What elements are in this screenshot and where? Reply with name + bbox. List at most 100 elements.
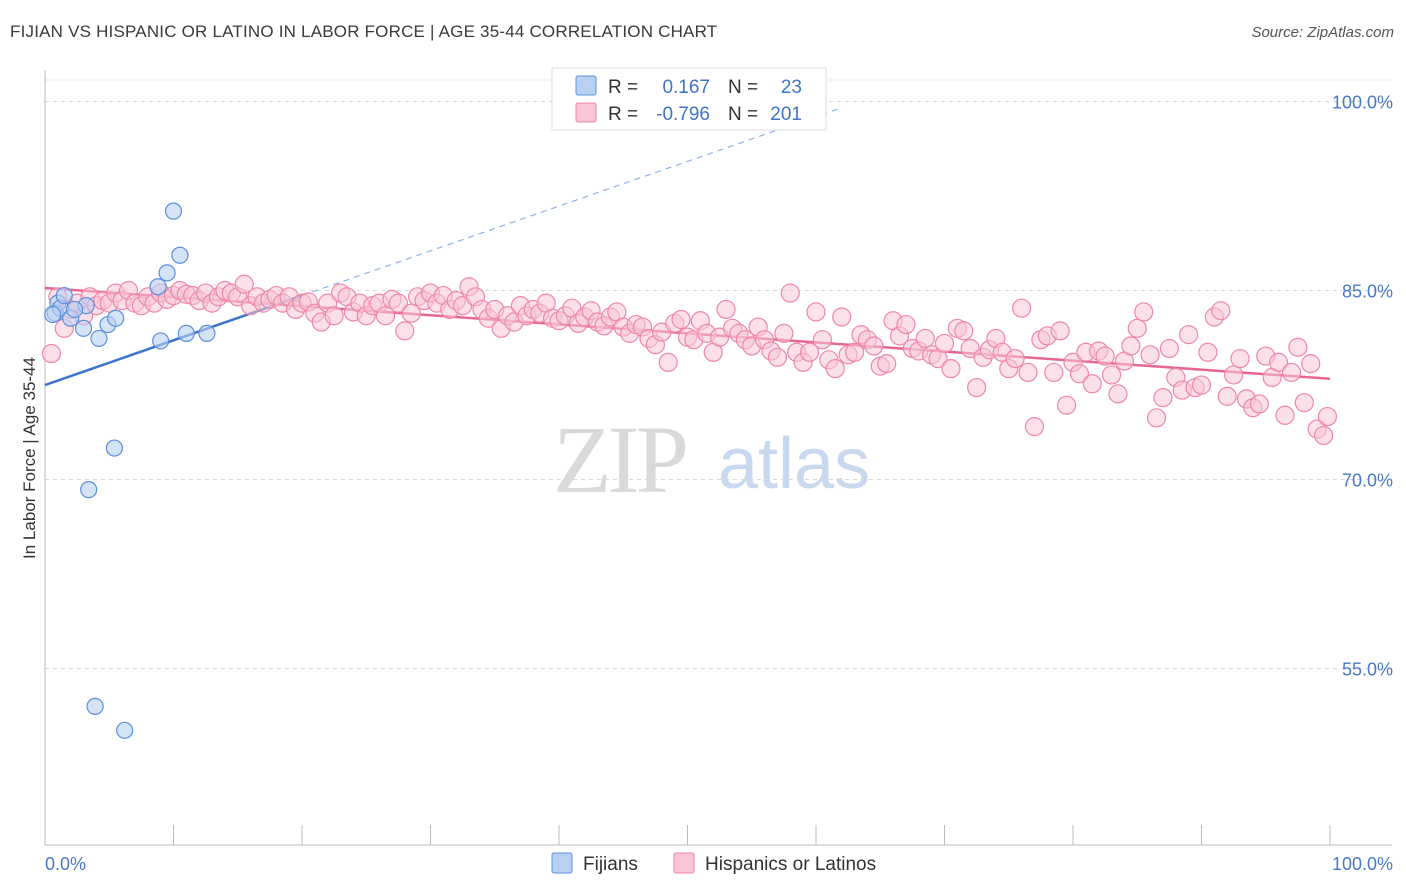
legend-r-value-hispanics: -0.796: [656, 104, 710, 125]
hispanics-point-152: [1018, 362, 1038, 383]
fijians-point-12: [152, 332, 170, 350]
hispanics-point-171: [1140, 345, 1160, 365]
y-tick-label-1: 85.0%: [1342, 282, 1393, 302]
hispanics-point-115: [780, 283, 800, 303]
fijians-points: [44, 202, 216, 739]
hispanics-point-184: [1224, 365, 1244, 385]
y-tick-label-3: 55.0%: [1342, 660, 1393, 680]
hispanics-point-113: [767, 347, 788, 367]
fijians-point-16: [105, 439, 123, 457]
bottom-legend-label-hispanics: Hispanics or Latinos: [705, 854, 876, 875]
hispanics-point-188: [1249, 394, 1269, 414]
y-tick-label-2: 70.0%: [1342, 471, 1393, 491]
y-tick-label-0: 100.0%: [1332, 93, 1393, 113]
fijians-point-17: [80, 481, 98, 499]
fijians-point-6: [90, 329, 108, 348]
fijians-point-18: [86, 697, 104, 715]
fijians-point-4: [55, 286, 73, 305]
hispanics-point-179: [1191, 375, 1212, 395]
hispanics-point-185: [1230, 348, 1250, 369]
legend-n-label-hispanics: N =: [728, 104, 758, 125]
hispanics-point-52: [375, 306, 396, 326]
legend-r-label-hispanics: R =: [608, 104, 638, 125]
legend-swatch-fijians: [575, 75, 597, 96]
hispanics-point-119: [806, 302, 826, 322]
fijians-point-19: [116, 721, 134, 739]
legend-n-value-hispanics: 201: [770, 104, 802, 125]
hispanics-point-172: [1146, 408, 1167, 428]
hispanics-point-144: [967, 377, 987, 398]
hispanics-point-162: [1082, 374, 1102, 394]
hispanics-point-198: [1313, 425, 1334, 446]
hispanics-point-182: [1211, 301, 1231, 321]
legend-r-value-fijians: 0.167: [662, 77, 710, 98]
hispanics-point-168: [1121, 336, 1141, 356]
legend-swatch-hispanics: [575, 102, 597, 123]
hispanics-point-140: [941, 359, 961, 379]
bottom-legend-swatch-hispanics: [673, 852, 695, 874]
hispanics-point-123: [832, 307, 852, 327]
hispanics-point-180: [1198, 342, 1218, 362]
fijians-point-13: [177, 324, 195, 342]
fijians-trend-extension: [301, 107, 842, 297]
hispanics-point-160: [1069, 364, 1090, 384]
stats-legend-box: [551, 67, 827, 131]
x-tick-label-right: 100.0%: [1332, 854, 1393, 874]
fijians-point-5: [74, 319, 93, 337]
tick-labels: 100.0% 85.0% 70.0% 55.0% 0.0% 100.0%: [45, 93, 1393, 874]
fijians-point-10: [158, 264, 176, 282]
hispanics-point-165: [1101, 365, 1122, 385]
fijians-point-14: [198, 324, 216, 342]
hispanics-point-153: [1024, 417, 1045, 437]
chart-source: Source: ZipAtlas.com: [1251, 24, 1394, 41]
hispanics-point-130: [877, 354, 897, 374]
hispanics-point-173: [1153, 388, 1173, 408]
y-axis-label: In Labor Force | Age 35-44: [20, 357, 39, 559]
hispanics-point-151: [1011, 298, 1032, 318]
hispanics-point-169: [1127, 318, 1147, 338]
fijians-point-15: [164, 202, 183, 220]
legend-r-label-fijians: R =: [608, 77, 638, 98]
bottom-legend-swatch-fijians: [551, 852, 573, 874]
hispanics-point-157: [1050, 321, 1070, 341]
hispanics-point-139: [934, 333, 955, 354]
hispanics-point-166: [1108, 384, 1128, 404]
hispanics-point-125: [844, 342, 865, 362]
hispanics-point-122: [825, 359, 845, 379]
hispanics-point-118: [799, 342, 820, 362]
hispanics-point-0: [41, 343, 62, 364]
hispanics-point-96: [658, 352, 678, 372]
hispanics-point-120: [812, 330, 833, 350]
fijians-point-11: [171, 246, 189, 264]
fijians-point-22: [44, 305, 62, 324]
hispanics-points: [41, 274, 1338, 446]
hispanics-point-183: [1217, 386, 1237, 406]
hispanics-point-128: [864, 336, 884, 356]
hispanics-point-192: [1275, 405, 1295, 425]
hispanics-point-174: [1159, 338, 1179, 359]
hispanics-point-98: [671, 309, 691, 330]
hispanics-point-199: [1317, 406, 1338, 427]
watermark-zip: ZIP: [553, 406, 686, 513]
hispanics-point-191: [1268, 352, 1289, 372]
hispanics-point-136: [915, 328, 935, 349]
hispanics-point-164: [1095, 346, 1115, 366]
hispanics-point-54: [388, 293, 408, 313]
x-tick-label-left: 0.0%: [45, 854, 86, 874]
hispanics-point-114: [774, 323, 794, 343]
legend-n-value-fijians: 23: [781, 77, 802, 98]
hispanics-point-177: [1179, 325, 1199, 345]
bottom-legend-label-fijians: Fijians: [583, 854, 638, 875]
hispanics-point-105: [716, 299, 736, 320]
hispanics-point-150: [1005, 348, 1025, 369]
hispanics-point-170: [1134, 302, 1154, 322]
hispanics-point-56: [401, 303, 421, 323]
hispanics-point-196: [1301, 354, 1321, 374]
series-legend: Fijians Hispanics or Latinos: [551, 852, 876, 875]
hispanics-point-30: [234, 274, 254, 294]
watermark-atlas: atlas: [718, 424, 870, 504]
hispanics-point-142: [954, 321, 974, 341]
fijians-point-8: [107, 309, 125, 327]
gridlines: [45, 79, 1392, 670]
